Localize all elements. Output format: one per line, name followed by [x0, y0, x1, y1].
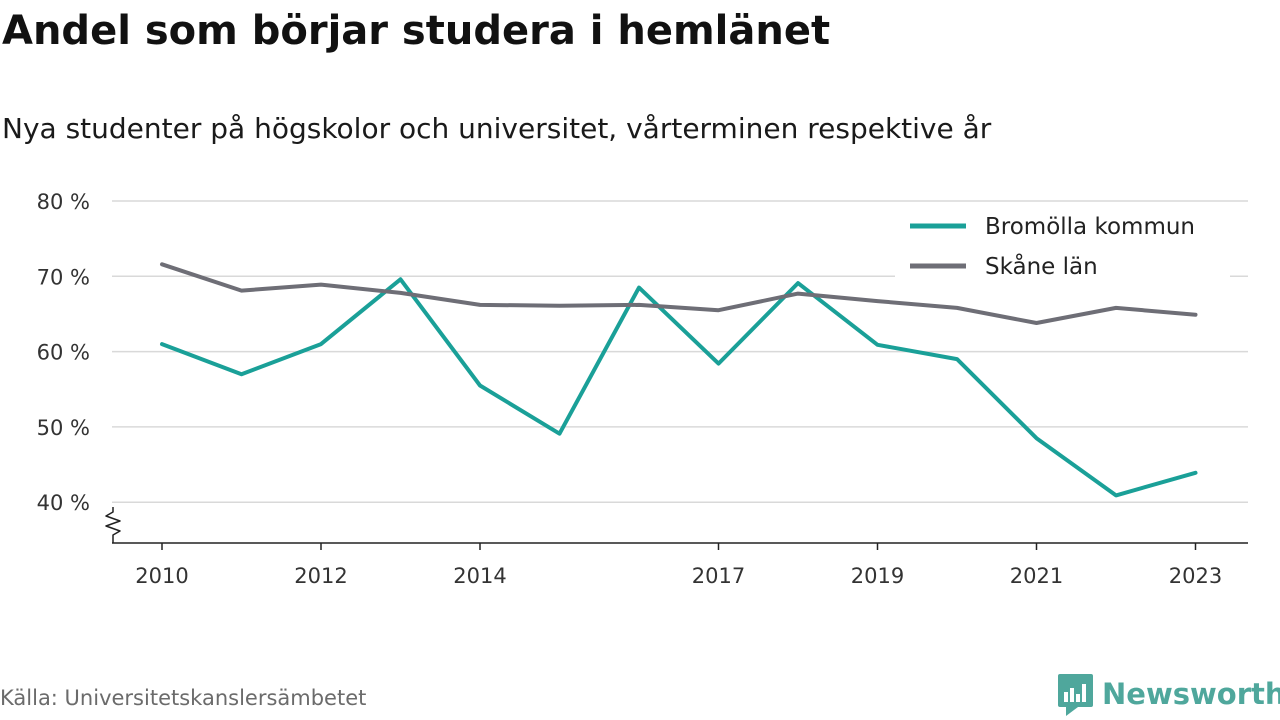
line-chart: 40 % 50 % 60 % 70 % 80 % 2010 2012 2014 2017 2019… — [37, 190, 1248, 588]
brand-name: Newsworthy — [1102, 677, 1280, 711]
legend-label-skane-lan: Skåne län — [985, 252, 1098, 280]
newsworthy-logo: Newsworthy — [1058, 672, 1280, 716]
y-tick-label-70: 70 % — [37, 265, 90, 289]
newsworthy-chart-icon — [1058, 674, 1093, 716]
y-axis-break-icon — [105, 507, 121, 543]
series-line-bromolla-kommun — [160, 277, 1198, 498]
x-tick-label-2019: 2019 — [851, 564, 904, 588]
y-tick-label-60: 60 % — [37, 341, 90, 365]
chart-subtitle: Nya studenter på högskolor och universit… — [2, 112, 992, 145]
y-tick-label-40: 40 % — [37, 491, 90, 515]
x-tick-label-2010: 2010 — [135, 564, 188, 588]
x-tick-label-2012: 2012 — [294, 564, 347, 588]
x-tick-label-2021: 2021 — [1010, 564, 1063, 588]
x-tick-label-2014: 2014 — [453, 564, 506, 588]
x-tick-label-2017: 2017 — [692, 564, 745, 588]
series-line-skane-lan — [160, 262, 1198, 325]
source-note: Källa: Universitetskanslersämbetet — [0, 686, 367, 710]
y-tick-label-80: 80 % — [37, 190, 90, 214]
legend-label-bromolla-kommun: Bromölla kommun — [985, 214, 1195, 240]
y-tick-label-50: 50 % — [37, 416, 90, 440]
x-tick-label-2023: 2023 — [1169, 564, 1222, 588]
chart-title: Andel som börjar studera i hemlänet — [2, 8, 831, 54]
